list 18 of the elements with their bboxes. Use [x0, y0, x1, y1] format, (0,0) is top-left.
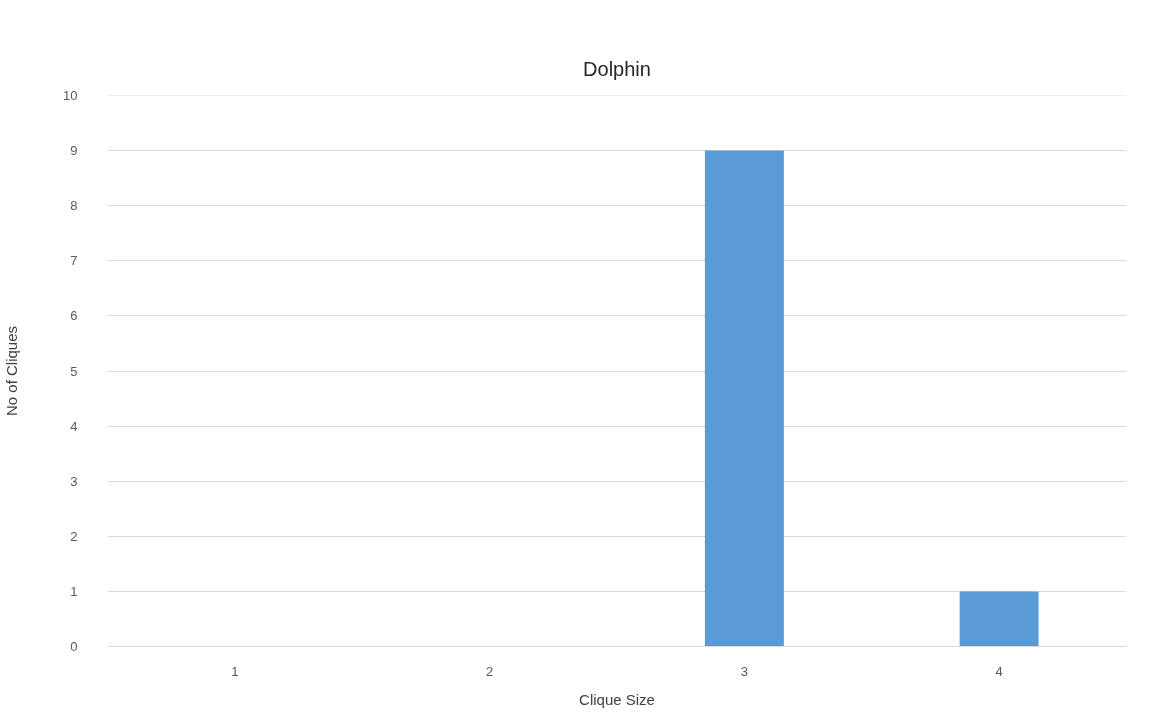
- y-tick-label: 0: [70, 639, 78, 654]
- x-tick-label: 4: [995, 663, 1003, 679]
- y-tick-label: 1: [70, 583, 78, 599]
- y-tick-label: 2: [70, 528, 78, 544]
- chart-title: Dolphin: [583, 57, 651, 80]
- y-tick-label: 3: [70, 473, 78, 489]
- y-tick-label: 7: [70, 253, 78, 269]
- y-axis-title: No of Cliques: [3, 325, 21, 417]
- y-tick-label: 4: [70, 418, 78, 434]
- y-tick-label: 10: [63, 88, 78, 103]
- y-tick-label: 9: [70, 143, 78, 159]
- x-tick-label: 1: [231, 663, 239, 679]
- y-tick-label: 6: [70, 308, 78, 324]
- x-axis-title: Clique Size: [579, 690, 655, 708]
- x-tick-label: 2: [486, 663, 494, 679]
- y-tick-label: 8: [70, 198, 78, 214]
- x-tick-label: 3: [740, 663, 748, 679]
- y-tick-label: 5: [70, 363, 78, 379]
